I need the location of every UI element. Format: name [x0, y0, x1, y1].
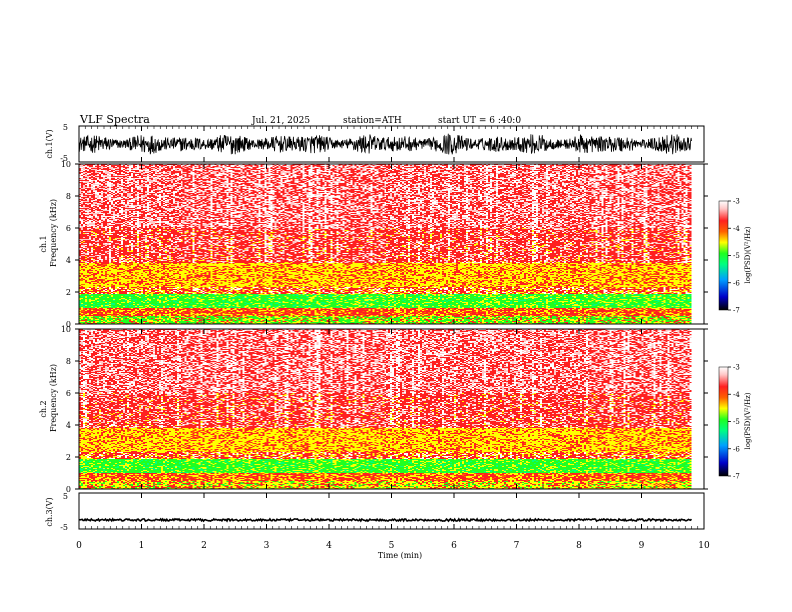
colorbar-tick-label: -7	[733, 473, 740, 481]
time-tick-label: 7	[514, 541, 520, 551]
time-tick-label: 5	[389, 541, 395, 551]
ch2-spectrogram-panel: 0 2 4 6 8 10 ch.2 Frequency (kHz)	[39, 325, 708, 494]
time-tick-label: 8	[576, 541, 582, 551]
ch2-ytick-label: 2	[66, 453, 71, 462]
time-axis: 0 1 2 3 4 5 6 7 8 9 10	[76, 126, 710, 551]
date-label: Jul. 21, 2025	[251, 116, 310, 126]
ch1-colorbar-gradient	[718, 200, 729, 311]
colorbar-tick-label: -3	[733, 364, 740, 372]
ch3-waveform-frame	[78, 492, 705, 530]
colorbar-tick-label: -6	[733, 445, 740, 453]
ch1-waveform-panel: 5 -5 ch.1(V)	[45, 123, 705, 163]
ch1-ytick-top: 5	[63, 123, 68, 132]
ch1-spec-ylabel-frequency: Frequency (kHz)	[49, 199, 58, 267]
ch2-ytick-label: 0	[66, 485, 71, 494]
ch2-spectrogram-image	[79, 329, 692, 489]
time-tick-label: 0	[76, 541, 82, 551]
ch3-ytick-bottom: -5	[60, 523, 68, 532]
ch1-waveform-trace	[79, 133, 692, 155]
ch2-spec-ylabel-channel: ch.2	[39, 400, 48, 417]
ch3-waveform-panel: 5 -5 ch.3(V)	[45, 492, 705, 532]
start-time-label: start UT = 6 :40:0	[438, 116, 521, 126]
ch1-colorbar: -3 -4 -5 -6 -7 log(PSD)(V²/Hz)	[718, 198, 752, 315]
time-tick-label: 4	[326, 541, 332, 551]
time-tick-label: 2	[201, 541, 207, 551]
time-axis-label: Time (min)	[378, 551, 422, 560]
time-tick-label: 3	[264, 541, 270, 551]
ch3-wave-path	[78, 517, 693, 523]
ch1-ytick-label: 2	[66, 288, 71, 297]
ch1-ytick-label: 6	[66, 224, 71, 233]
ch1-colorbar-label: log(PSD)(V²/Hz)	[744, 226, 752, 283]
ch1-ytick-label: 4	[66, 256, 71, 265]
ch3-ytick-top: 5	[63, 492, 68, 501]
ch1-ytick-label: 10	[61, 160, 71, 169]
station-label: station=ATH	[343, 116, 402, 126]
ch3-waveform-trace	[78, 517, 693, 523]
ch2-colorbar: -3 -4 -5 -6 -7 log(PSD)(V²/Hz)	[718, 364, 752, 481]
ch2-colorbar-label: log(PSD)(V²/Hz)	[744, 392, 752, 449]
colorbar-tick-label: -5	[733, 252, 740, 260]
colorbar-tick-label: -4	[733, 391, 740, 399]
time-tick-label: 9	[639, 541, 645, 551]
ch1-spectrogram-panel: 0 2 4 6 8 10 ch.1 Frequency (kHz)	[39, 160, 708, 329]
ch1-ytick-bottom: -5	[60, 154, 68, 163]
ch1-spectrogram-image	[79, 164, 692, 324]
colorbar-tick-label: -3	[733, 198, 740, 206]
colorbar-tick-label: -6	[733, 279, 740, 287]
time-tick-label: 10	[698, 541, 710, 551]
ch2-ytick-label: 8	[66, 357, 71, 366]
figure-title: VLF Spectra	[79, 113, 150, 126]
ch1-spec-ylabel-channel: ch.1	[39, 235, 48, 252]
time-tick-label: 1	[139, 541, 145, 551]
ch2-colorbar-gradient	[718, 366, 729, 477]
colorbar-tick-label: -7	[733, 307, 740, 315]
ch2-ytick-label: 10	[61, 325, 71, 334]
ch2-ytick-label: 6	[66, 389, 71, 398]
ch1-ytick-label: 8	[66, 192, 71, 201]
time-tick-label: 6	[451, 541, 457, 551]
colorbar-tick-label: -5	[733, 418, 740, 426]
ch1-waveform-ylabel: ch.1(V)	[45, 129, 54, 158]
ch2-spec-ylabel-frequency: Frequency (kHz)	[49, 364, 58, 432]
ch1-ytick-label: 0	[66, 320, 71, 329]
ch3-waveform-ylabel: ch.3(V)	[45, 497, 54, 526]
colorbar-tick-label: -4	[733, 225, 740, 233]
ch2-ytick-label: 4	[66, 421, 71, 430]
ch1-wave-path	[79, 133, 692, 155]
